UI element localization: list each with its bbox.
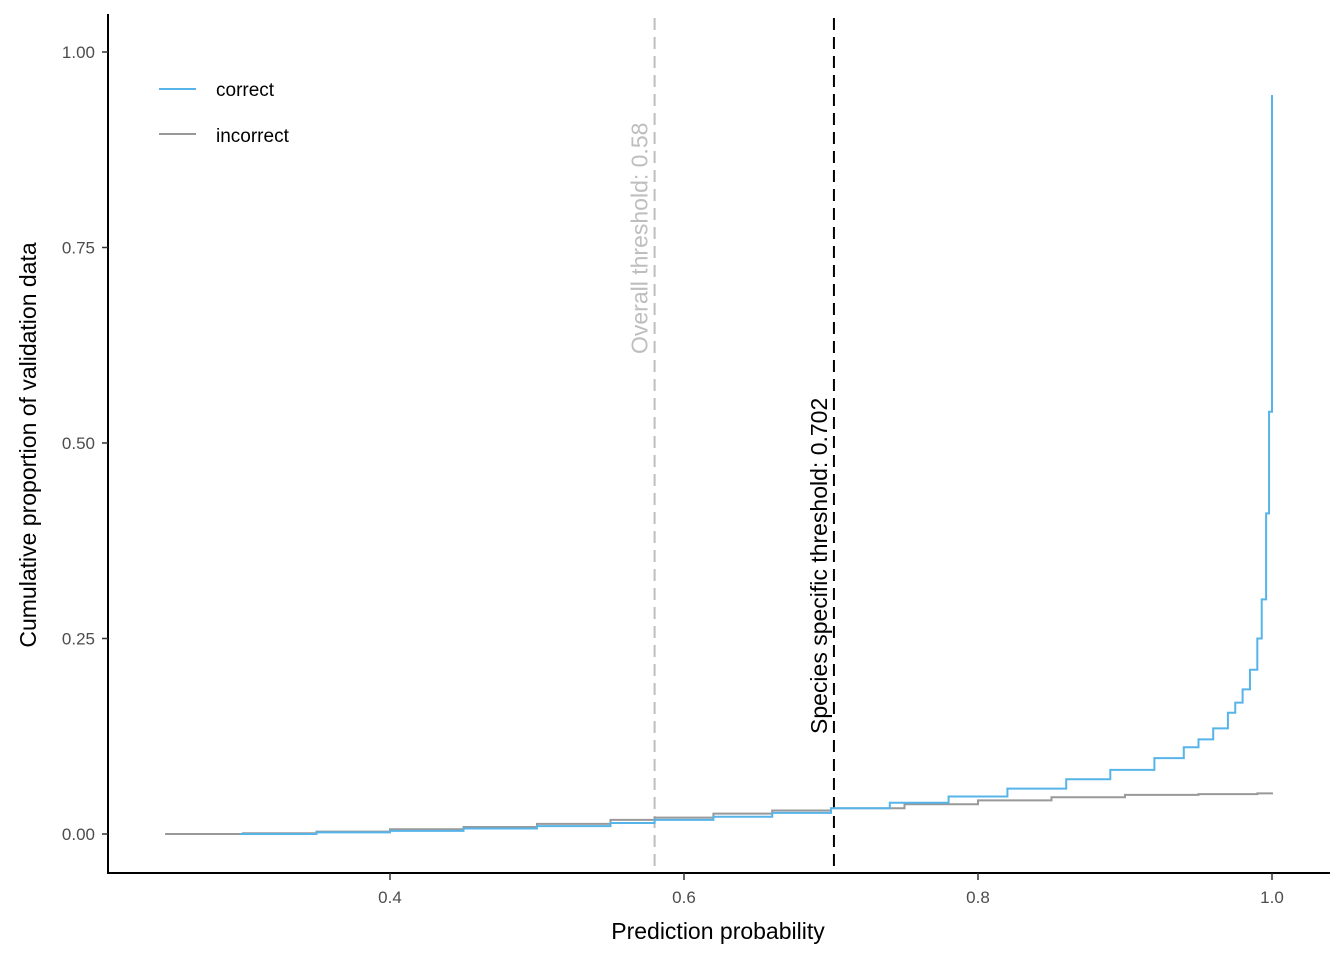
series-group [165, 95, 1273, 835]
threshold-lines [653, 18, 835, 872]
x-axis-ticks: 0.4 0.6 0.8 1.0 [378, 873, 1284, 907]
y-tick-label: 0.25 [62, 630, 95, 649]
species-threshold-label: Species specific threshold: 0.702 [806, 398, 832, 734]
y-tick-label: 0.00 [62, 825, 95, 844]
overall-threshold-label: Overall threshold: 0.58 [627, 123, 653, 354]
x-tick-label: 0.4 [378, 888, 402, 907]
x-tick-label: 0.6 [672, 888, 696, 907]
legend: correct incorrect [159, 80, 290, 147]
legend-label-incorrect: incorrect [216, 126, 290, 147]
threshold-annotations: Overall threshold: 0.58 Species specific … [627, 123, 832, 734]
y-tick-label: 0.75 [62, 239, 95, 258]
x-tick-label: 1.0 [1260, 888, 1284, 907]
y-tick-label: 1.00 [62, 43, 95, 62]
y-tick-label: 0.50 [62, 434, 95, 453]
x-axis-title: Prediction probability [611, 918, 825, 944]
y-axis-ticks: 0.00 0.25 0.50 0.75 1.00 [62, 43, 108, 844]
series-line-correct [240, 95, 1273, 835]
legend-label-correct: correct [216, 80, 275, 101]
x-tick-label: 0.8 [966, 888, 990, 907]
y-axis-title: Cumulative proportion of validation data [15, 242, 41, 648]
